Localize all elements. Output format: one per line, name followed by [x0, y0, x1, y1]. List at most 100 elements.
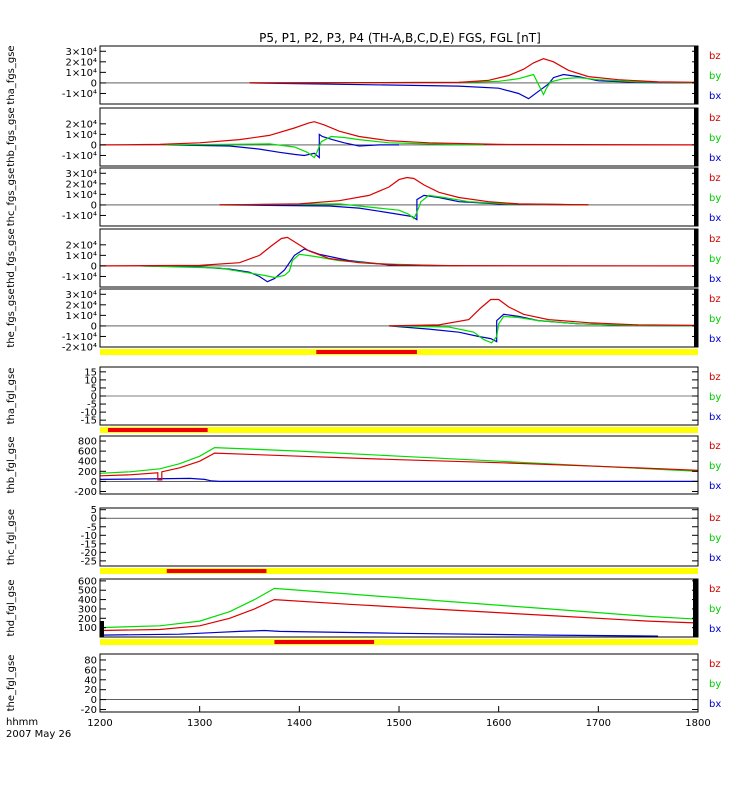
y-tick-label-tha_fgl_gse: -10: [81, 408, 97, 419]
y-tick-label-thd_fgs_gse: 0: [91, 261, 97, 272]
y-tick-label-the_fgl_gse: -20: [81, 705, 97, 716]
y-tick-label-thc_fgl_gse: -10: [81, 531, 97, 542]
y-tick-label-thb_fgl_gse: -200: [74, 487, 97, 498]
legend-by-thc_fgs_gse: by: [709, 193, 721, 204]
series-line-bx-thd_fgl_gse: [99, 629, 659, 637]
y-tick-label-thd_fgs_gse: 1×10⁴: [66, 251, 97, 262]
legend-by-the_fgl_gse: by: [709, 679, 721, 690]
y-tick-label-tha_fgs_gse: -1×10⁴: [62, 89, 97, 100]
y-tick-label-the_fgl_gse: 20: [84, 685, 97, 696]
y-axis-label-tha_fgs_gse: tha_fgs_gse: [6, 45, 17, 104]
y-tick-label-thd_fgs_gse: -1×10⁴: [62, 272, 97, 283]
series-line-bz-thd_fgl_gse: [99, 598, 699, 632]
edge-stripe-left-thd_fgl_gse: [100, 621, 104, 637]
legend-bz-thd_fgl_gse: bz: [709, 584, 721, 595]
legend-bz-thb_fgl_gse: bz: [709, 441, 721, 452]
y-tick-label-thb_fgl_gse: 600: [78, 447, 97, 458]
y-tick-label-thc_fgs_gse: 2×10⁴: [66, 179, 97, 190]
series-line-by-thb_fgs_gse: [164, 135, 484, 159]
y-axis-label-thd_fgs_gse: thd_fgs_gse: [6, 228, 17, 287]
y-tick-label-thb_fgs_gse: 0: [91, 140, 97, 151]
series-line-bz-thb_fgs_gse: [99, 121, 699, 146]
y-tick-label-tha_fgl_gse: 0: [91, 392, 97, 403]
series-line-bx-thd_fgs_gse: [139, 248, 449, 283]
y-tick-label-tha_fgs_gse: 2×10⁴: [66, 57, 97, 68]
panel-frame-thb_fgl_gse: [99, 435, 699, 495]
panel-frame-thc_fgl_gse: [99, 507, 699, 567]
availability-bar-tha_fgl_gse: [100, 427, 698, 433]
series-line-by-the_fgs_gse: [388, 315, 699, 344]
y-axis-label-the_fgl_gse: the_fgl_gse: [6, 655, 17, 712]
availability-bar-thc_fgl_gse: [100, 568, 698, 574]
series-line-by-thd_fgl_gse: [99, 587, 699, 629]
legend-bz-thd_fgs_gse: bz: [709, 234, 721, 245]
y-tick-label-thd_fgl_gse: 600: [78, 576, 97, 587]
y-tick-label-the_fgl_gse: 80: [84, 655, 97, 666]
legend-by-the_fgs_gse: by: [709, 314, 721, 325]
y-tick-label-thd_fgl_gse: 400: [78, 595, 97, 606]
y-tick-label-tha_fgl_gse: -15: [81, 416, 97, 427]
x-tick-label: 1200: [87, 718, 112, 729]
legend-bz-tha_fgs_gse: bz: [709, 51, 721, 62]
legend-bz-thc_fgl_gse: bz: [709, 513, 721, 524]
series-line-by-thd_fgs_gse: [139, 253, 449, 279]
legend-by-thb_fgs_gse: by: [709, 133, 721, 144]
legend-bx-the_fgl_gse: bx: [709, 699, 721, 710]
y-axis-label-the_fgs_gse: the_fgs_gse: [6, 288, 17, 347]
legend-bx-thc_fgl_gse: bx: [709, 553, 721, 564]
edge-stripe-thc_fgs_gse: [694, 168, 698, 226]
legend-bx-thd_fgs_gse: bx: [709, 274, 721, 285]
y-axis-label-thc_fgl_gse: thc_fgl_gse: [6, 509, 17, 565]
x-axis: 1200 1300 1400 1500 1600 1700 1800: [87, 706, 711, 729]
y-tick-label-thb_fgl_gse: 200: [78, 467, 97, 478]
series-line-bx-thc_fgs_gse: [219, 194, 589, 221]
series-line-by-tha_fgs_gse: [249, 73, 699, 96]
y-tick-label-thd_fgs_gse: 2×10⁴: [66, 240, 97, 251]
y-tick-label-the_fgs_gse: 2×10⁴: [66, 300, 97, 311]
x-tick-label: 1500: [386, 718, 411, 729]
series-line-bx-thb_fgs_gse: [164, 133, 399, 159]
y-tick-label-the_fgl_gse: 60: [84, 665, 97, 676]
series-line-bx-thb_fgl_gse: [99, 477, 698, 482]
availability-segment-tha_fgl_gse: [107, 428, 208, 432]
legend-bz-the_fgl_gse: bz: [709, 659, 721, 670]
y-tick-label-the_fgs_gse: -1×10⁴: [62, 332, 97, 343]
y-tick-label-thb_fgs_gse: -1×10⁴: [62, 151, 97, 162]
y-tick-label-the_fgl_gse: 40: [84, 675, 97, 686]
panel-frame-the_fgs_gse: [99, 288, 699, 348]
legend-bx-thd_fgl_gse: bx: [709, 624, 721, 635]
legend-by-tha_fgl_gse: by: [709, 392, 721, 403]
y-tick-label-thd_fgl_gse: 100: [78, 623, 97, 634]
y-tick-label-thc_fgs_gse: 3×10⁴: [66, 169, 97, 180]
legend-bx-the_fgs_gse: bx: [709, 334, 721, 345]
y-tick-label-thc_fgl_gse: 0: [91, 514, 97, 525]
x-tick-label: 1700: [586, 718, 611, 729]
y-tick-label-thc_fgl_gse: 5: [91, 505, 97, 516]
x-tick-label: 1800: [685, 718, 710, 729]
series-line-bz-tha_fgs_gse: [249, 58, 699, 84]
edge-stripe-the_fgs_gse: [694, 289, 698, 347]
legend-bx-thb_fgs_gse: bx: [709, 153, 721, 164]
y-tick-label-tha_fgl_gse: 10: [84, 375, 97, 386]
y-tick-label-tha_fgs_gse: 0: [91, 78, 97, 89]
legend-bz-thb_fgs_gse: bz: [709, 113, 721, 124]
legend-bx-tha_fgs_gse: bx: [709, 91, 721, 102]
panel-frame-thc_fgs_gse: [99, 167, 699, 227]
panel-frame-thd_fgl_gse: [99, 578, 699, 638]
panel-frame-thb_fgs_gse: [99, 107, 699, 167]
y-axis-label-tha_fgl_gse: tha_fgl_gse: [6, 368, 17, 425]
y-tick-label-thd_fgl_gse: 500: [78, 586, 97, 597]
panel-frame-thd_fgs_gse: [99, 228, 699, 288]
y-tick-label-thb_fgl_gse: 800: [78, 437, 97, 448]
legend-by-thd_fgs_gse: by: [709, 254, 721, 265]
y-tick-label-tha_fgs_gse: 1×10⁴: [66, 68, 97, 79]
chart-title: P5, P1, P2, P3, P4 (TH-A,B,C,D,E) FGS, F…: [259, 31, 541, 45]
y-tick-label-the_fgs_gse: 0: [91, 321, 97, 332]
